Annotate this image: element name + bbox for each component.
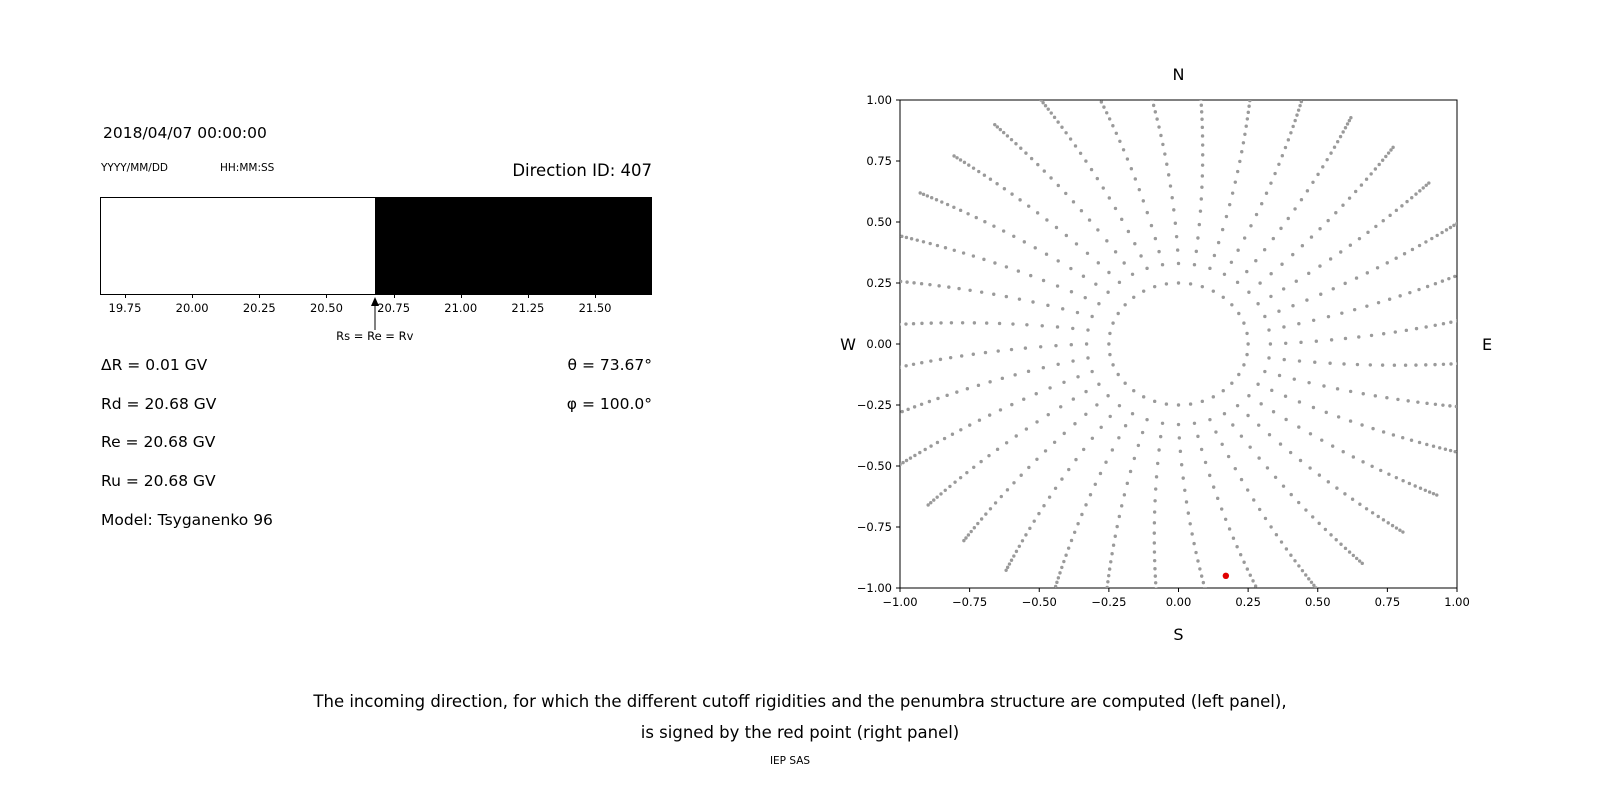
x-tick-label: 0.50 <box>1305 595 1331 609</box>
x-tick-label: 19.75 <box>108 301 142 315</box>
caption-line-1: The incoming direction, for which the di… <box>313 692 1287 711</box>
credit-text: IEP SAS <box>769 755 811 767</box>
x-tick-label: −0.25 <box>1091 595 1126 609</box>
x-tick-mark <box>124 295 126 298</box>
x-tick-label: 0.25 <box>1235 595 1261 609</box>
x-tick-label: 20.25 <box>242 301 276 315</box>
penumbra-segment <box>374 198 651 294</box>
theta-line: θ = 73.67° <box>567 356 652 374</box>
x-tick-label: 21.00 <box>444 301 478 315</box>
x-tick-mark <box>527 295 529 298</box>
x-tick-mark <box>192 295 194 298</box>
x-tick-mark <box>595 295 597 298</box>
y-tick-label: 0.50 <box>866 215 892 229</box>
time-format-label: HH:MM:SS <box>220 162 275 174</box>
direction-id-label: Direction ID: 407 <box>512 161 652 180</box>
y-tick-label: 1.00 <box>866 93 892 107</box>
direction-map-plot: −1.00 −0.75 −0.50 −0.25 0.00 0.25 0.50 0.75 1.00… <box>840 65 1492 644</box>
x-tick-mark <box>460 295 462 298</box>
figure-caption: The incoming direction, for which the di… <box>0 686 1600 748</box>
x-tick-label: −0.75 <box>952 595 987 609</box>
compass-north-label: N <box>1173 65 1185 84</box>
model-line: Model: Tsyganenko 96 <box>101 511 273 529</box>
compass-west-label: W <box>840 335 856 354</box>
transition-arrow-icon <box>370 297 379 330</box>
scatter-points <box>900 100 1457 588</box>
penumbra-x-axis: 19.75 20.00 20.25 20.50 20.75 21.00 21.25 21.50 <box>100 295 652 319</box>
y-tick-label: 0.25 <box>866 276 892 290</box>
x-tick-label: 1.00 <box>1444 595 1470 609</box>
caption-line-2: is signed by the red point (right panel) <box>640 723 960 742</box>
x-tick-label: 0.00 <box>1166 595 1192 609</box>
x-tick-label: 0.75 <box>1375 595 1401 609</box>
x-tick-label: 20.50 <box>309 301 343 315</box>
x-tick-label: −0.50 <box>1022 595 1057 609</box>
x-tick-mark <box>393 295 395 298</box>
penumbra-bar <box>100 197 652 295</box>
x-tick-mark <box>326 295 328 298</box>
penumbra-segment <box>101 198 375 294</box>
y-tick-label: −1.00 <box>857 581 892 595</box>
x-tick-label: 21.50 <box>578 301 612 315</box>
x-tick-label: −1.00 <box>882 595 917 609</box>
y-tick-label: 0.00 <box>866 337 892 351</box>
x-tick-label: 21.25 <box>511 301 545 315</box>
compass-south-label: S <box>1173 625 1183 644</box>
ru-line: Ru = 20.68 GV <box>101 472 216 490</box>
y-tick-label: −0.50 <box>857 459 892 473</box>
x-tick-label: 20.75 <box>377 301 411 315</box>
arrow-label: Rs = Re = Rv <box>336 329 414 343</box>
re-line: Re = 20.68 GV <box>101 433 216 451</box>
y-tick-label: −0.25 <box>857 398 892 412</box>
x-tick-mark <box>259 295 261 298</box>
red-direction-point <box>1222 572 1230 579</box>
phi-line: φ = 100.0° <box>566 395 652 413</box>
plot-frame <box>899 99 1458 589</box>
y-tick-label: 0.75 <box>866 154 892 168</box>
delta-r-line: ΔR = 0.01 GV <box>101 356 208 374</box>
y-tick-label: −0.75 <box>857 520 892 534</box>
datetime-text: 2018/04/07 00:00:00 <box>103 124 267 142</box>
compass-east-label: E <box>1482 335 1492 354</box>
rd-line: Rd = 20.68 GV <box>101 395 217 413</box>
x-tick-label: 20.00 <box>175 301 209 315</box>
date-format-label: YYYY/MM/DD <box>101 162 169 174</box>
